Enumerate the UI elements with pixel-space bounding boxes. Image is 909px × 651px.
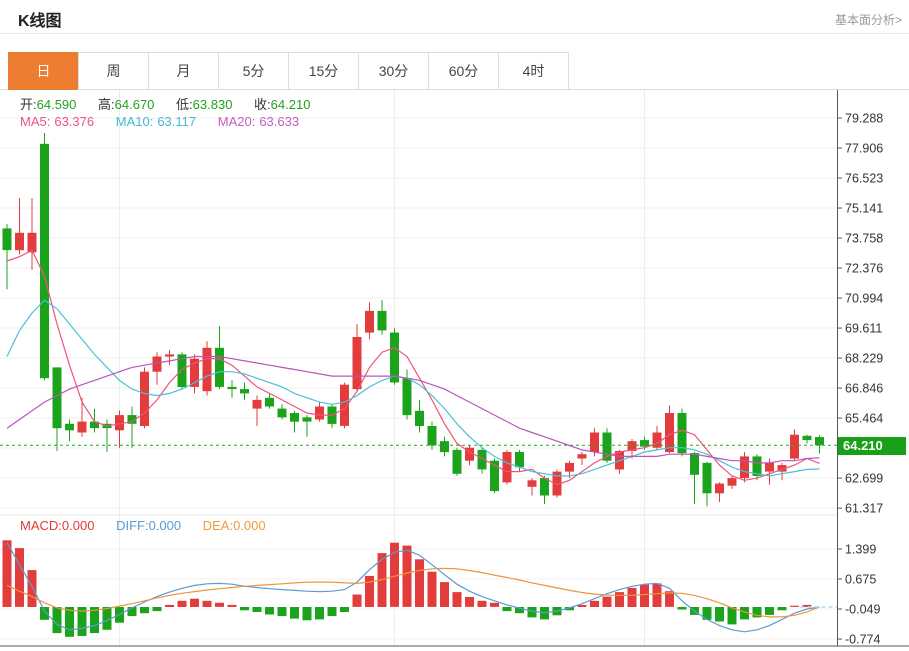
svg-text:79.288: 79.288 [845,112,883,126]
svg-text:62.699: 62.699 [845,472,883,486]
fundamental-analysis-link[interactable]: 基本面分析> [834,13,902,27]
period-tab-1[interactable]: 周 [78,52,149,90]
close-value: 64.210 [270,97,311,112]
period-tab-0[interactable]: 日 [8,52,79,90]
ohlc-legend: 开:64.590 高:64.670 低:63.830 收:64.210 [20,94,328,113]
svg-text:70.994: 70.994 [845,292,883,306]
open-value: 64.590 [36,97,77,112]
svg-text:73.758: 73.758 [845,232,883,246]
low-label: 低: [176,97,193,112]
svg-text:-0.774: -0.774 [845,633,880,647]
svg-text:68.229: 68.229 [845,352,883,366]
page-title: K线图 [18,13,62,30]
dea-label: DEA: [202,518,234,533]
macd-value: 0.000 [61,518,95,533]
svg-text:65.464: 65.464 [845,412,883,426]
period-tab-2[interactable]: 月 [148,52,219,90]
svg-text:75.141: 75.141 [845,202,883,216]
macd-label: MACD: [20,518,62,533]
period-tab-5[interactable]: 30分 [358,52,429,90]
svg-text:0.675: 0.675 [845,573,876,587]
title-divider [0,33,909,34]
period-tab-4[interactable]: 15分 [288,52,359,90]
svg-text:66.846: 66.846 [845,382,883,396]
low-value: 63.830 [192,97,233,112]
kline-chart[interactable]: 79.288 77.906 76.523 75.141 73.758 72.376 70.9… [0,90,909,647]
open-label: 开: [20,97,37,112]
high-value: 64.670 [114,97,155,112]
ma5-label: MA5: [20,114,51,129]
diff-value: 0.000 [148,518,182,533]
ma10-value: 63.117 [157,114,197,129]
ma20-value: 63.633 [259,114,300,129]
ma5-value: 63.376 [54,114,95,129]
period-tabbar: 日周月 5分 15分 30分 60分 4时 [8,52,569,90]
svg-text:76.523: 76.523 [845,172,883,186]
svg-text:69.611: 69.611 [845,322,882,336]
macd-legend: MACD:0.000 DIFF:0.000 DEA:0.000 [20,518,284,533]
close-label: 收: [254,97,271,112]
ma20-label: MA20: [217,114,256,129]
svg-text:72.376: 72.376 [845,262,883,276]
dea-value: 0.000 [233,518,266,533]
period-tab-6[interactable]: 60分 [428,52,499,90]
ma-legend: MA5: 63.376 MA10: 63.117 MA20: 63.633 [20,114,317,129]
ma10-label: MA10: [115,114,154,129]
period-tab-7[interactable]: 4时 [498,52,569,90]
svg-text:-0.049: -0.049 [845,603,880,617]
svg-text:1.399: 1.399 [845,543,876,557]
svg-text:77.906: 77.906 [845,142,883,156]
diff-label: DIFF: [116,518,149,533]
svg-text:61.317: 61.317 [845,502,883,516]
high-label: 高: [98,97,115,112]
period-tab-3[interactable]: 5分 [218,52,289,90]
current-price-tag: 64.210 [838,437,906,455]
